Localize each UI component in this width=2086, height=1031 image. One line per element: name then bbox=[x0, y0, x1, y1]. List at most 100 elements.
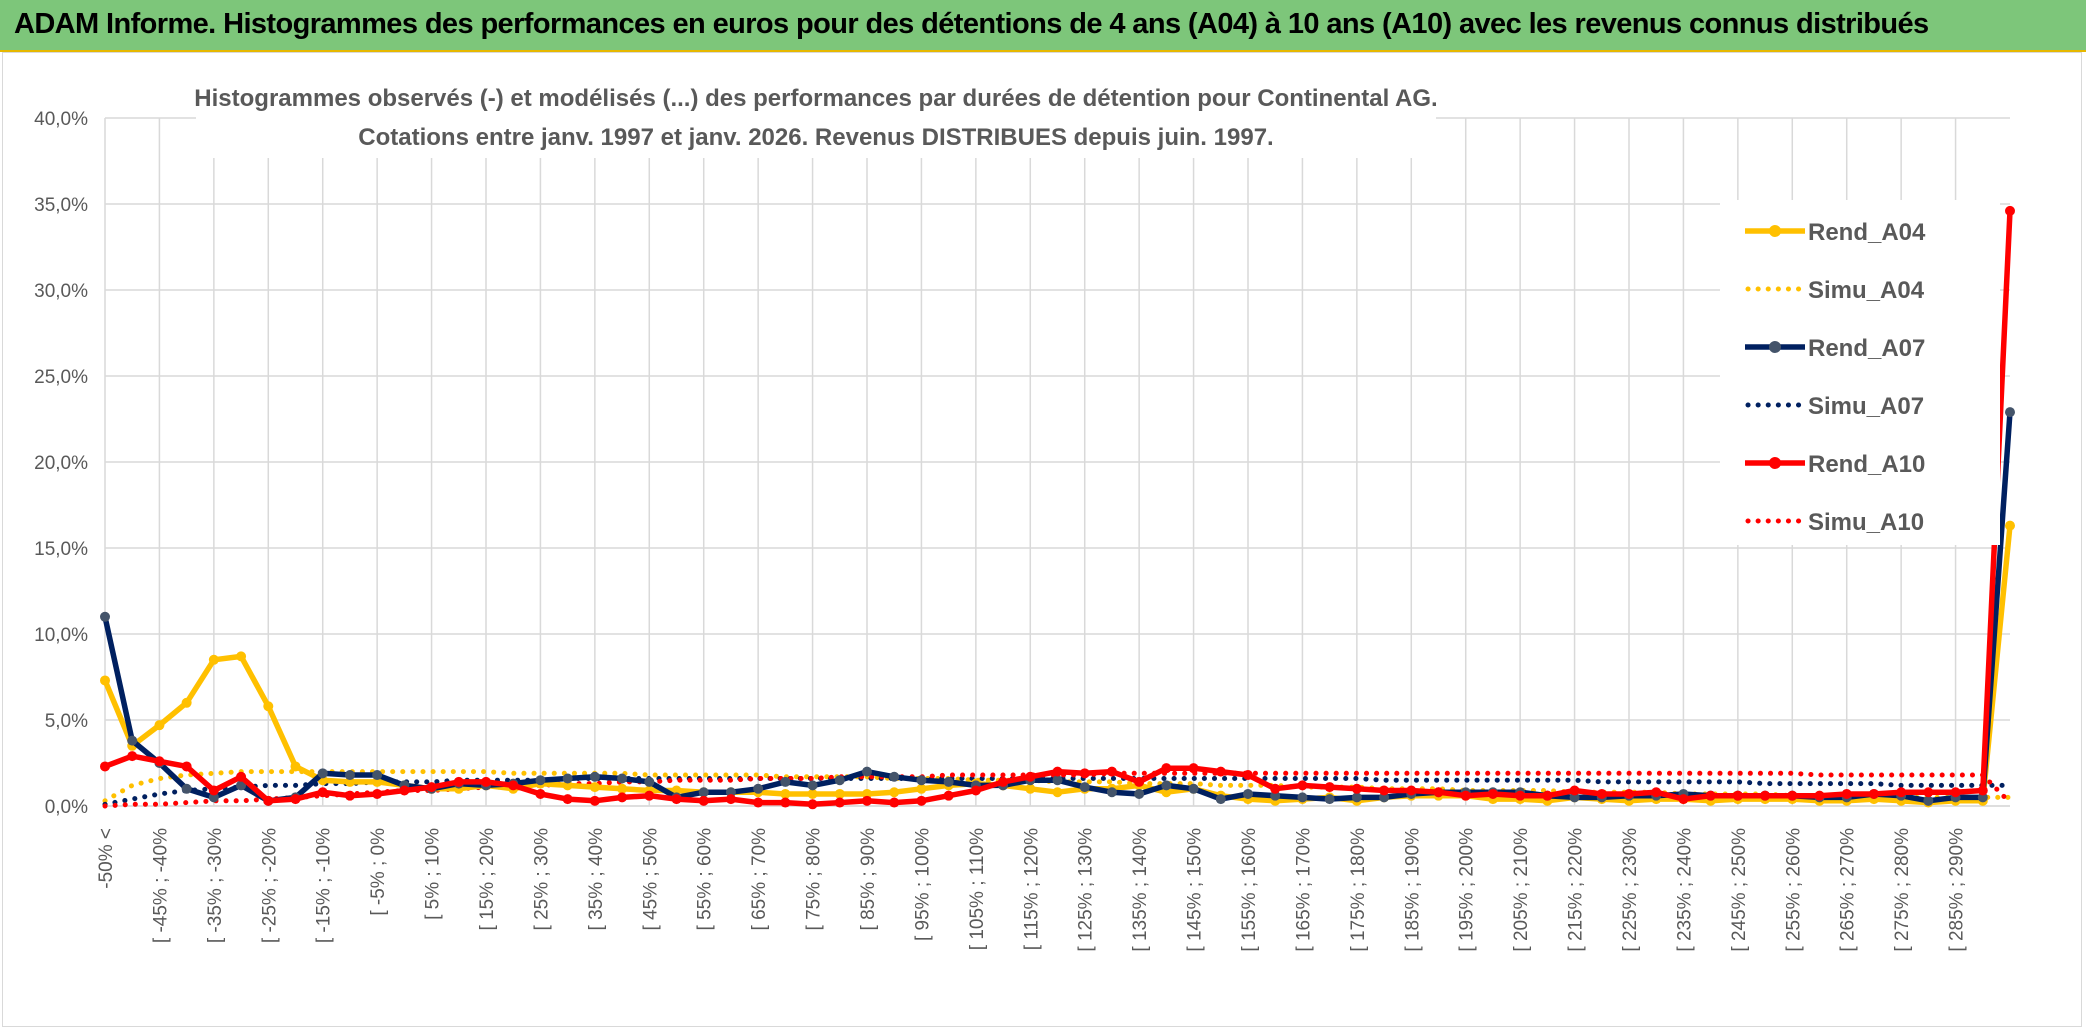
data-point-Rend_A07 bbox=[1134, 788, 1145, 799]
data-point-Rend_A04 bbox=[1025, 783, 1036, 794]
x-tick-label: [ 205% ; 210% bbox=[1511, 828, 1532, 952]
data-point-Rend_A10 bbox=[290, 794, 301, 805]
data-point-Rend_A10 bbox=[1487, 788, 1498, 799]
data-point-Rend_A10 bbox=[1161, 763, 1172, 774]
data-point-Rend_A10 bbox=[644, 790, 655, 801]
legend-label: Simu_A04 bbox=[1808, 277, 1925, 304]
data-point-Rend_A07 bbox=[1977, 792, 1988, 803]
y-tick-label: 10,0% bbox=[34, 625, 88, 646]
legend: Rend_A04 Simu_A04 Rend_A07 Simu_A07 Rend_A10… bbox=[1720, 200, 2000, 545]
data-point-Rend_A10 bbox=[916, 795, 927, 806]
data-point-Rend_A10 bbox=[208, 785, 219, 796]
data-point-Rend_A10 bbox=[1760, 790, 1771, 801]
data-point-Rend_A07 bbox=[1297, 792, 1308, 803]
data-point-Rend_A10 bbox=[753, 797, 764, 808]
x-tick-label: [ 15% ; 20% bbox=[477, 828, 498, 931]
x-tick-label: [ 235% ; 240% bbox=[1674, 828, 1695, 952]
data-point-Rend_A07 bbox=[1569, 792, 1580, 803]
data-point-Rend_A04 bbox=[372, 776, 383, 787]
x-tick-label: [ 25% ; 30% bbox=[531, 828, 552, 931]
data-point-Rend_A04 bbox=[617, 783, 628, 794]
data-point-Rend_A10 bbox=[2005, 205, 2015, 216]
data-point-Rend_A07 bbox=[807, 780, 818, 791]
legend-label: Rend_A07 bbox=[1808, 335, 1925, 362]
y-tick-label: 0,0% bbox=[45, 797, 88, 818]
data-point-Rend_A10 bbox=[1923, 787, 1934, 798]
legend-item-Rend_A07: Rend_A07 bbox=[1745, 335, 1925, 362]
data-point-Rend_A10 bbox=[1977, 785, 1988, 796]
data-point-Rend_A07 bbox=[1351, 792, 1362, 803]
data-point-Rend_A07 bbox=[698, 787, 709, 798]
data-point-Rend_A10 bbox=[453, 776, 464, 787]
data-point-Rend_A07 bbox=[725, 787, 736, 798]
y-tick-label: 25,0% bbox=[34, 367, 88, 388]
data-point-Rend_A10 bbox=[589, 795, 600, 806]
legend-label: Simu_A10 bbox=[1808, 509, 1924, 536]
x-tick-label: [ 265% ; 270% bbox=[1838, 828, 1859, 952]
chart-title: Histogrammes observés (-) et modélisés (… bbox=[194, 76, 1438, 158]
data-point-Rend_A07 bbox=[1324, 794, 1335, 805]
data-point-Rend_A07 bbox=[1079, 782, 1090, 793]
data-point-Rend_A10 bbox=[1569, 785, 1580, 796]
x-tick-label: [ -45% ; -40% bbox=[150, 828, 171, 943]
data-point-Rend_A04 bbox=[154, 720, 165, 731]
data-point-Rend_A10 bbox=[372, 788, 383, 799]
x-tick-label: [ 65% ; 70% bbox=[749, 828, 770, 931]
data-point-Rend_A10 bbox=[1406, 785, 1417, 796]
legend-label: Rend_A04 bbox=[1808, 219, 1926, 246]
x-tick-label: [ 275% ; 280% bbox=[1892, 828, 1913, 952]
x-tick-label: [ 45% ; 50% bbox=[640, 828, 661, 931]
x-tick-label: [ 55% ; 60% bbox=[695, 828, 716, 931]
data-point-Rend_A04 bbox=[589, 782, 600, 793]
y-tick-label: 15,0% bbox=[34, 539, 88, 560]
x-tick-label: [ 165% ; 170% bbox=[1293, 828, 1314, 952]
data-point-Rend_A10 bbox=[1052, 766, 1063, 777]
legend-label: Rend_A10 bbox=[1808, 451, 1925, 478]
x-tick-label: [ -15% ; -10% bbox=[314, 828, 335, 943]
data-point-Rend_A04 bbox=[807, 788, 818, 799]
x-tick-label: [ 145% ; 150% bbox=[1185, 828, 1206, 952]
data-point-Rend_A07 bbox=[344, 770, 355, 781]
x-tick-label: [ 105% ; 110% bbox=[967, 828, 988, 950]
data-point-Rend_A10 bbox=[1950, 787, 1961, 798]
x-axis: -50% < [ -45% ; -40% [ -35% ; -30% [ -25% ;… bbox=[96, 805, 2010, 952]
x-tick-label: [ -35% ; -30% bbox=[205, 828, 226, 943]
x-tick-label: [ 95% ; 100% bbox=[912, 828, 933, 941]
legend-marker bbox=[1769, 457, 1781, 469]
legend-label: Simu_A07 bbox=[1808, 393, 1924, 420]
data-point-Rend_A07 bbox=[562, 773, 573, 784]
data-point-Rend_A04 bbox=[1161, 787, 1172, 798]
data-point-Rend_A10 bbox=[399, 785, 410, 796]
data-point-Rend_A10 bbox=[889, 797, 900, 808]
data-point-Rend_A10 bbox=[535, 788, 546, 799]
x-tick-label: [ 175% ; 180% bbox=[1348, 828, 1369, 952]
x-tick-label: [ 255% ; 260% bbox=[1783, 828, 1804, 952]
data-point-Rend_A10 bbox=[698, 795, 709, 806]
data-point-Rend_A07 bbox=[1923, 795, 1934, 806]
series-Rend_A10 bbox=[100, 205, 2015, 810]
data-point-Rend_A10 bbox=[1732, 790, 1743, 801]
data-point-Rend_A10 bbox=[1460, 790, 1471, 801]
data-point-Rend_A10 bbox=[1515, 790, 1526, 801]
data-point-Rend_A07 bbox=[1161, 780, 1172, 791]
data-point-Rend_A07 bbox=[1106, 787, 1117, 798]
legend-item-Simu_A04: Simu_A04 bbox=[1745, 277, 1925, 304]
data-point-Rend_A07 bbox=[535, 775, 546, 786]
data-point-Rend_A04 bbox=[916, 783, 927, 794]
data-point-Rend_A10 bbox=[834, 797, 845, 808]
data-point-Rend_A10 bbox=[508, 780, 519, 791]
y-tick-label: 30,0% bbox=[34, 281, 88, 302]
data-point-Rend_A07 bbox=[589, 771, 600, 782]
x-tick-label: [ 115% ; 120% bbox=[1021, 828, 1042, 950]
data-point-Rend_A07 bbox=[889, 771, 900, 782]
data-point-Rend_A10 bbox=[725, 794, 736, 805]
x-tick-label: [ -25% ; -20% bbox=[259, 828, 280, 943]
data-point-Rend_A07 bbox=[834, 775, 845, 786]
report-banner: ADAM Informe. Histogrammes des performan… bbox=[0, 0, 2086, 52]
data-point-Rend_A04 bbox=[2005, 520, 2015, 531]
data-point-Rend_A10 bbox=[1542, 790, 1553, 801]
data-point-Rend_A07 bbox=[644, 776, 655, 787]
data-point-Rend_A07 bbox=[862, 766, 872, 777]
data-point-Rend_A04 bbox=[290, 761, 301, 772]
data-point-Rend_A07 bbox=[1270, 790, 1281, 801]
